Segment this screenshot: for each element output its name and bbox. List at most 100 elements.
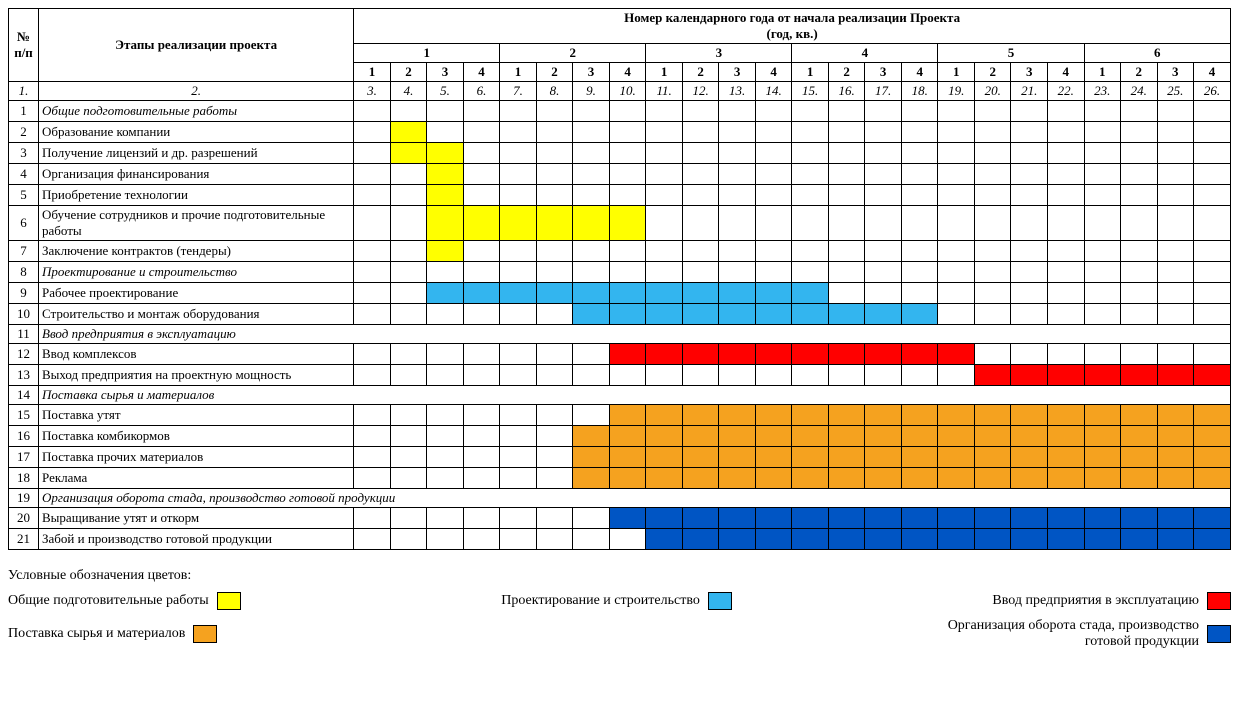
gantt-cell [901, 426, 938, 447]
table-row: 19Организация оборота стада, производств… [9, 489, 1231, 508]
col-header-quarter: 2 [974, 63, 1011, 82]
gantt-cell [1084, 164, 1121, 185]
gantt-cell [938, 283, 975, 304]
gantt-cell [755, 365, 792, 386]
gantt-cell [974, 447, 1011, 468]
gantt-cell [427, 164, 464, 185]
gantt-cell [646, 241, 683, 262]
gantt-cell [1048, 304, 1085, 325]
table-row: 8Проектирование и строительство [9, 262, 1231, 283]
gantt-cell [1048, 365, 1085, 386]
row-num: 11 [9, 325, 39, 344]
gantt-cell [609, 365, 646, 386]
gantt-cell [1084, 241, 1121, 262]
gantt-cell [1084, 206, 1121, 241]
gantt-cell [719, 529, 756, 550]
gantt-cell [865, 405, 902, 426]
col-header-quarter: 1 [354, 63, 391, 82]
gantt-cell [1157, 468, 1194, 489]
subheader-cell: 14. [755, 82, 792, 101]
gantt-cell [573, 529, 610, 550]
gantt-cell [828, 185, 865, 206]
gantt-cell [1157, 241, 1194, 262]
gantt-cell [901, 508, 938, 529]
gantt-cell [1048, 344, 1085, 365]
gantt-cell [609, 529, 646, 550]
gantt-cell [390, 529, 427, 550]
col-header-year: 1 [354, 44, 500, 63]
gantt-cell [354, 426, 391, 447]
gantt-cell [974, 164, 1011, 185]
col-header-quarter: 4 [1194, 63, 1231, 82]
subheader-cell: 5. [427, 82, 464, 101]
gantt-cell [646, 206, 683, 241]
row-num: 21 [9, 529, 39, 550]
gantt-cell [792, 447, 829, 468]
gantt-cell [682, 101, 719, 122]
gantt-cell [682, 241, 719, 262]
row-num: 7 [9, 241, 39, 262]
gantt-cell [609, 283, 646, 304]
gantt-cell [1011, 304, 1048, 325]
gantt-cell [901, 365, 938, 386]
subheader-cell: 1. [9, 82, 39, 101]
gantt-cell [1121, 426, 1158, 447]
gantt-cell [792, 344, 829, 365]
gantt-cell [792, 143, 829, 164]
gantt-cell [938, 529, 975, 550]
gantt-cell [390, 241, 427, 262]
gantt-cell [792, 508, 829, 529]
gantt-cell [682, 468, 719, 489]
gantt-cell [1121, 508, 1158, 529]
gantt-cell [865, 101, 902, 122]
gantt-cell [354, 262, 391, 283]
gantt-cell [828, 283, 865, 304]
gantt-cell [755, 405, 792, 426]
gantt-cell [792, 101, 829, 122]
legend-label: Проектирование и строительство [501, 593, 700, 609]
gantt-cell [463, 185, 500, 206]
gantt-cell [1011, 143, 1048, 164]
gantt-cell [755, 283, 792, 304]
gantt-cell [354, 365, 391, 386]
row-label: Общие подготовительные работы [39, 101, 354, 122]
gantt-cell [427, 529, 464, 550]
gantt-cell [354, 122, 391, 143]
gantt-cell [1194, 468, 1231, 489]
gantt-cell [463, 206, 500, 241]
gantt-cell [682, 447, 719, 468]
col-header-quarter: 1 [938, 63, 975, 82]
gantt-cell [792, 241, 829, 262]
gantt-cell [1121, 164, 1158, 185]
table-row: 14Поставка сырья и материалов [9, 386, 1231, 405]
gantt-cell [1157, 405, 1194, 426]
gantt-cell [500, 405, 537, 426]
gantt-cell [1011, 185, 1048, 206]
gantt-cell [1194, 304, 1231, 325]
gantt-cell [1011, 447, 1048, 468]
gantt-cell [1121, 241, 1158, 262]
gantt-cell [938, 143, 975, 164]
gantt-cell [865, 529, 902, 550]
col-header-quarter: 1 [646, 63, 683, 82]
gantt-cell [792, 426, 829, 447]
gantt-cell [463, 164, 500, 185]
gantt-cell [865, 262, 902, 283]
gantt-cell [938, 241, 975, 262]
gantt-cell [1048, 405, 1085, 426]
gantt-cell [682, 365, 719, 386]
gantt-cell [974, 262, 1011, 283]
gantt-cell [427, 101, 464, 122]
subheader-cell: 21. [1011, 82, 1048, 101]
gantt-cell [427, 185, 464, 206]
gantt-cell [609, 468, 646, 489]
gantt-cell [792, 529, 829, 550]
gantt-cell [682, 529, 719, 550]
gantt-cell [719, 143, 756, 164]
gantt-cell [1048, 508, 1085, 529]
gantt-cell [682, 164, 719, 185]
col-header-quarter: 2 [682, 63, 719, 82]
gantt-cell [1194, 241, 1231, 262]
gantt-cell [573, 426, 610, 447]
gantt-cell [792, 468, 829, 489]
